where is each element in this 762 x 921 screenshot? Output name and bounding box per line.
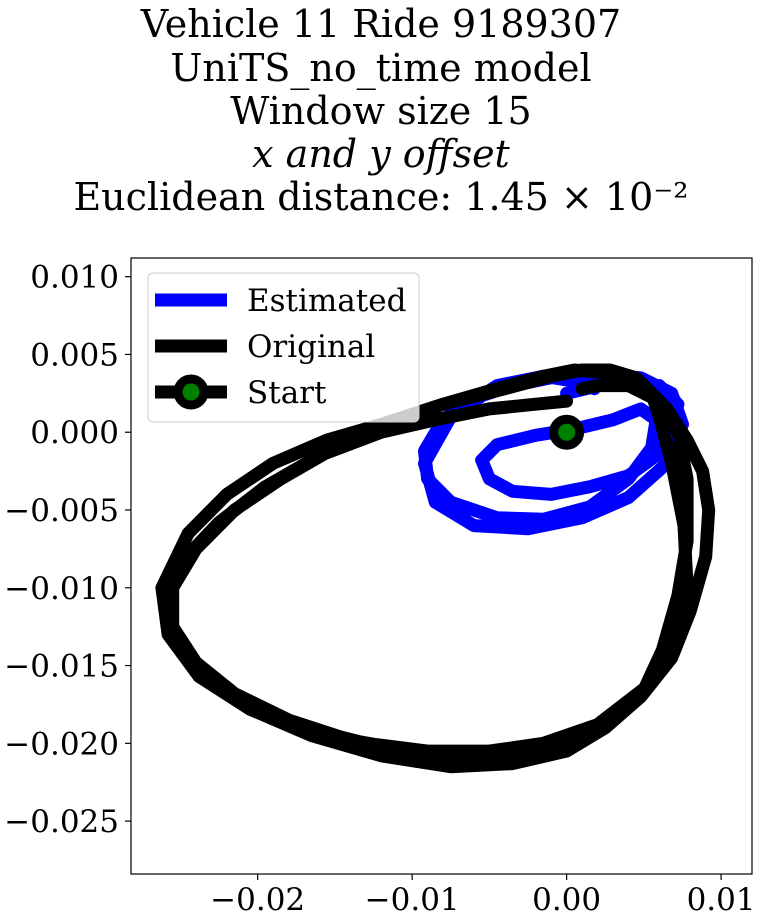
y-tick-label: −0.025 bbox=[4, 804, 119, 840]
x-tick-label: 0.01 bbox=[687, 882, 756, 918]
y-tick-label: 0.005 bbox=[30, 337, 119, 373]
start-marker bbox=[549, 414, 585, 450]
legend-label-start: Start bbox=[247, 375, 327, 411]
y-tick-label: −0.010 bbox=[4, 571, 119, 607]
y-tick-label: 0.010 bbox=[30, 260, 119, 296]
legend-label-estimated: Estimated bbox=[247, 283, 406, 319]
series-line-estimated bbox=[418, 368, 689, 536]
y-tick-label: −0.020 bbox=[4, 726, 119, 762]
chart-title-line-1: Vehicle 11 Ride 9189307 bbox=[140, 2, 622, 46]
x-tick-label: −0.01 bbox=[365, 882, 460, 918]
chart-title-line-5: Euclidean distance: 1.45 × 10⁻² bbox=[73, 175, 689, 219]
x-tick-label: −0.02 bbox=[210, 882, 305, 918]
y-tick-label: −0.015 bbox=[4, 649, 119, 685]
plot-frame bbox=[130, 257, 753, 875]
y-tick-label: 0.000 bbox=[30, 415, 119, 451]
legend-label-original: Original bbox=[247, 329, 375, 365]
chart-title-line-4: x and y offset bbox=[252, 132, 510, 176]
legend-box bbox=[147, 272, 420, 423]
y-tick-label: −0.005 bbox=[4, 493, 119, 529]
legend-start-marker bbox=[173, 374, 209, 410]
chart-title-line-2: UniTS_no_time model bbox=[170, 46, 592, 90]
chart-title-line-3: Window size 15 bbox=[230, 89, 532, 133]
series-line-original bbox=[155, 363, 716, 774]
x-tick-label: 0.00 bbox=[532, 882, 601, 918]
